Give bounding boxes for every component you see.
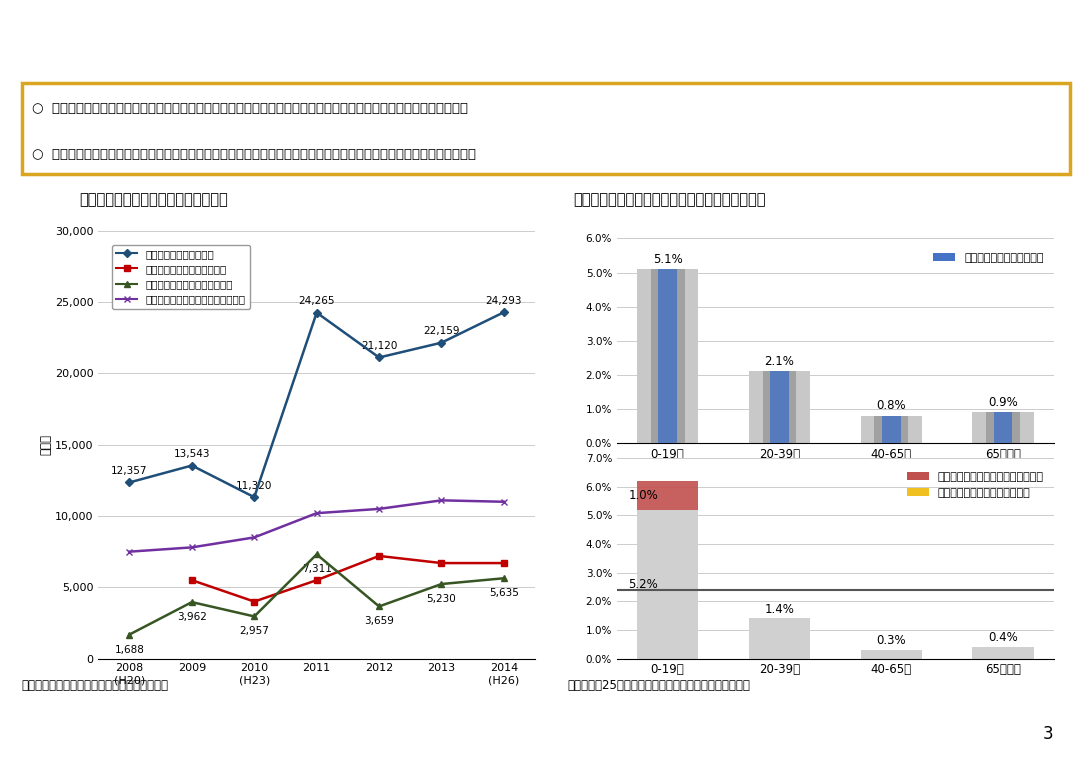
Bar bbox=[972, 412, 1034, 443]
Text: 11,320: 11,320 bbox=[236, 481, 273, 491]
Legend: 在宅人工呼吸器指導管理料: 在宅人工呼吸器指導管理料 bbox=[928, 248, 1048, 267]
Legend: 在宅人工呼吸指導管理料, 在宅気管切開患者指導管理料, 在宅中心静脈栄養法指導管理料, 在宅成分栄養経管栄養法指導管理料: 在宅人工呼吸指導管理料, 在宅気管切開患者指導管理料, 在宅中心静脈栄養法指導管… bbox=[112, 245, 250, 309]
Bar bbox=[762, 371, 796, 443]
Text: 在宅医療患者に対する医療処置の状況: 在宅医療患者に対する医療処置の状況 bbox=[79, 192, 228, 207]
Text: 2,957: 2,957 bbox=[239, 627, 270, 637]
Bar bbox=[972, 647, 1034, 659]
Text: 5.2%: 5.2% bbox=[628, 578, 658, 590]
Text: 在宅患者に対する医療処置の状況（年齢階級別）: 在宅患者に対する医療処置の状況（年齢階級別） bbox=[573, 192, 765, 207]
Bar bbox=[637, 509, 699, 659]
Text: 2.1%: 2.1% bbox=[764, 355, 794, 368]
Bar bbox=[994, 412, 1012, 443]
Text: 5,635: 5,635 bbox=[489, 588, 519, 598]
Bar bbox=[749, 371, 810, 443]
Text: 24,265: 24,265 bbox=[298, 296, 335, 307]
Bar bbox=[749, 618, 810, 659]
Text: 3: 3 bbox=[1043, 725, 1054, 743]
Text: 出典：平成25年社会医療診療行為別調査（厚生労働省）: 出典：平成25年社会医療診療行為別調査（厚生労働省） bbox=[568, 678, 750, 692]
Text: 22,159: 22,159 bbox=[424, 326, 460, 336]
Text: 1.0%: 1.0% bbox=[628, 489, 658, 502]
Text: 0.9%: 0.9% bbox=[988, 396, 1018, 409]
Bar bbox=[860, 416, 922, 443]
Bar bbox=[860, 650, 922, 659]
Bar bbox=[637, 269, 699, 443]
Text: 3,962: 3,962 bbox=[177, 612, 206, 622]
Bar bbox=[986, 412, 1020, 443]
Text: 1,688: 1,688 bbox=[115, 644, 144, 655]
Y-axis label: （件）: （件） bbox=[39, 435, 52, 455]
Bar bbox=[658, 269, 677, 443]
Bar bbox=[770, 371, 788, 443]
Bar bbox=[651, 269, 685, 443]
Text: 21,120: 21,120 bbox=[360, 341, 397, 351]
Text: 3,659: 3,659 bbox=[364, 616, 394, 627]
Bar bbox=[882, 416, 901, 443]
Text: 7,311: 7,311 bbox=[301, 565, 332, 575]
Text: 24,293: 24,293 bbox=[486, 296, 522, 306]
Text: 0.4%: 0.4% bbox=[988, 631, 1018, 644]
Text: 1.4%: 1.4% bbox=[764, 603, 794, 615]
Text: 出典：社会医療診療行為別調査（厚生労働省）: 出典：社会医療診療行為別調査（厚生労働省） bbox=[22, 678, 169, 692]
Legend: 在宅成分栄養経管栄養法指導管理料, 在宅小児経管栄養法指導管理料: 在宅成分栄養経管栄養法指導管理料, 在宅小児経管栄養法指導管理料 bbox=[902, 468, 1048, 502]
Text: 13,543: 13,543 bbox=[174, 449, 210, 459]
Text: ○  人工呼吸器や中心静脈栄養など特別な処置を受ける在宅医療患者も一定数おり、またその数も徐々に増加している。: ○ 人工呼吸器や中心静脈栄養など特別な処置を受ける在宅医療患者も一定数おり、また… bbox=[33, 102, 468, 115]
Text: ○  年齢階級別でみると、特に小児について、在宅人工呼吸、経管栄養など特別な処置が必要な患者の占める割合が高い。: ○ 年齢階級別でみると、特に小児について、在宅人工呼吸、経管栄養など特別な処置が… bbox=[33, 148, 476, 160]
Text: 在宅で行われる医療処置の動向: 在宅で行われる医療処置の動向 bbox=[447, 22, 645, 46]
Text: 5,230: 5,230 bbox=[427, 594, 456, 604]
Text: 12,357: 12,357 bbox=[111, 466, 147, 476]
Text: 0.8%: 0.8% bbox=[877, 399, 906, 412]
Bar bbox=[875, 416, 909, 443]
Text: 0.3%: 0.3% bbox=[877, 634, 906, 647]
Bar bbox=[637, 481, 699, 509]
Text: 5.1%: 5.1% bbox=[653, 253, 682, 266]
